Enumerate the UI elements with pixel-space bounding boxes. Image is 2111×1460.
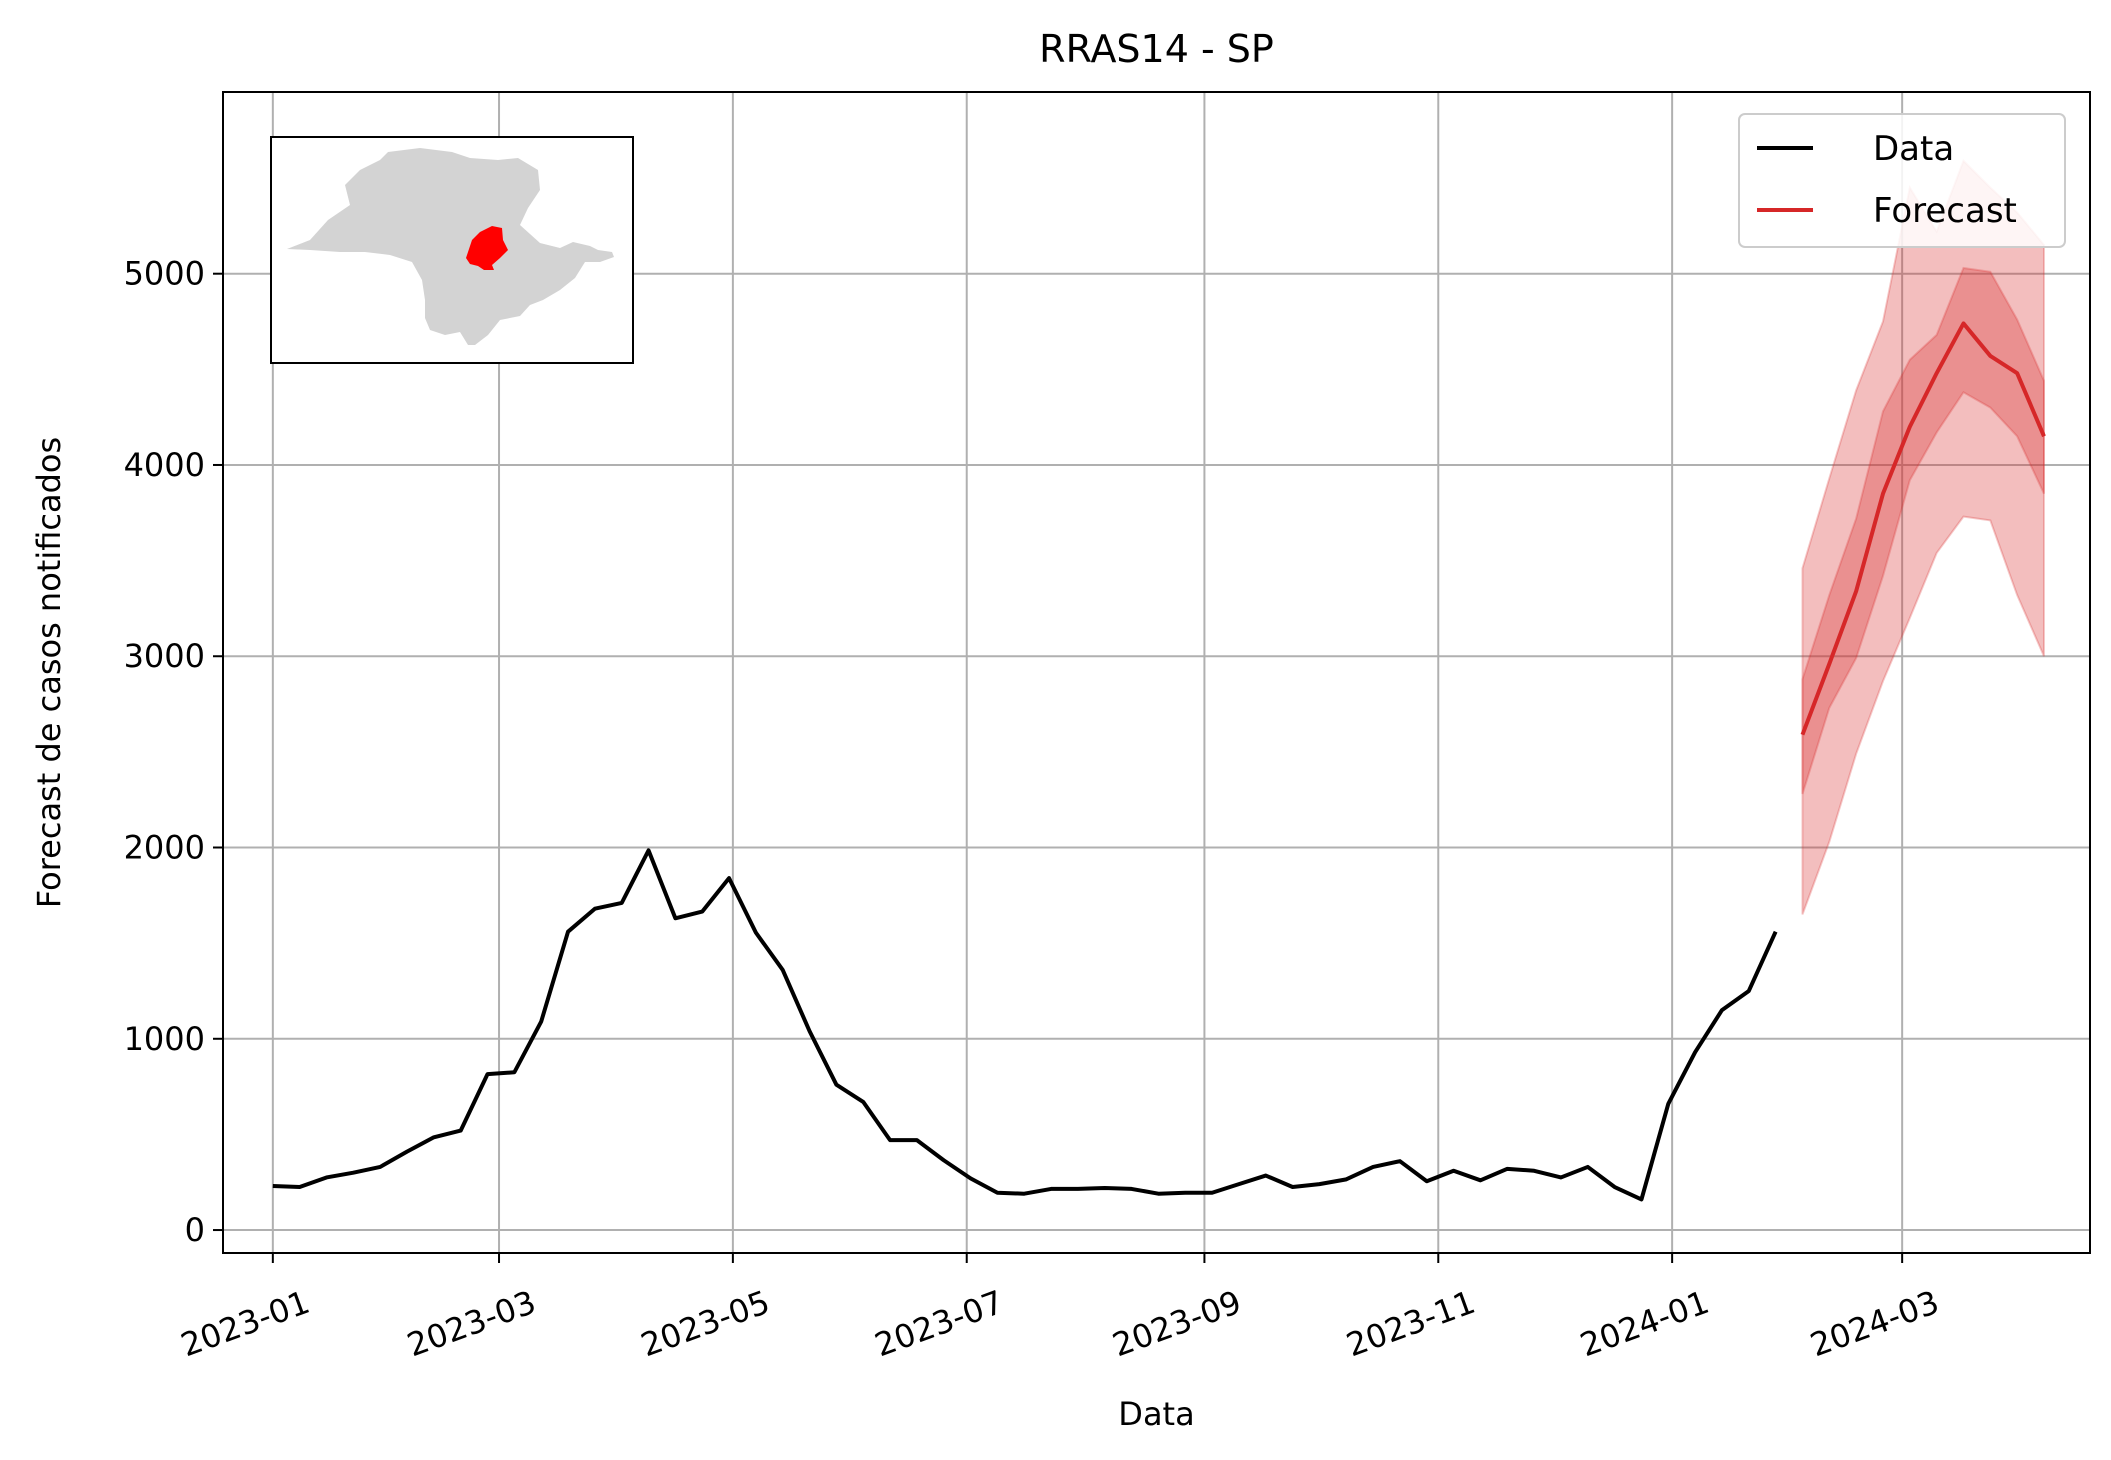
inset-map — [270, 136, 634, 364]
series-lines — [272, 321, 2046, 1202]
y-tick-label: 4000 — [124, 446, 205, 484]
x-tick-label: 2023-11 — [1341, 1283, 1480, 1364]
x-tick-label: 2023-01 — [176, 1283, 315, 1364]
x-tick-label: 2023-09 — [1107, 1283, 1246, 1364]
highlighted-region — [466, 226, 508, 270]
legend-frame — [1738, 113, 2066, 248]
legend-label-data: Data — [1873, 129, 1954, 169]
data-series-line — [272, 848, 1778, 1202]
chart-title: RRAS14 - SP — [1039, 27, 1274, 71]
x-axis-label: Data — [1118, 1395, 1194, 1433]
y-tick-label: 1000 — [124, 1020, 205, 1058]
y-tick-label: 5000 — [124, 255, 205, 293]
x-tick-label: 2023-07 — [870, 1283, 1009, 1364]
y-tick-label: 2000 — [124, 829, 205, 867]
state-map-shape — [287, 148, 614, 345]
plot-frame — [222, 91, 2091, 1254]
forecast-series-line — [1800, 321, 2046, 736]
y-axis-label: Forecast de casos notificados — [30, 437, 68, 908]
x-tick-label: 2024-03 — [1805, 1283, 1944, 1364]
x-tick-label: 2023-03 — [402, 1283, 541, 1364]
forecast-band-50 — [1801, 266, 2045, 795]
x-tick-label: 2024-01 — [1575, 1283, 1714, 1364]
legend: Data Forecast — [1738, 113, 2066, 248]
y-tick-label: 3000 — [124, 637, 205, 675]
y-tick-label: 0 — [185, 1211, 205, 1249]
x-tick-label: 2023-05 — [636, 1283, 775, 1364]
legend-label-forecast: Forecast — [1873, 191, 2017, 231]
